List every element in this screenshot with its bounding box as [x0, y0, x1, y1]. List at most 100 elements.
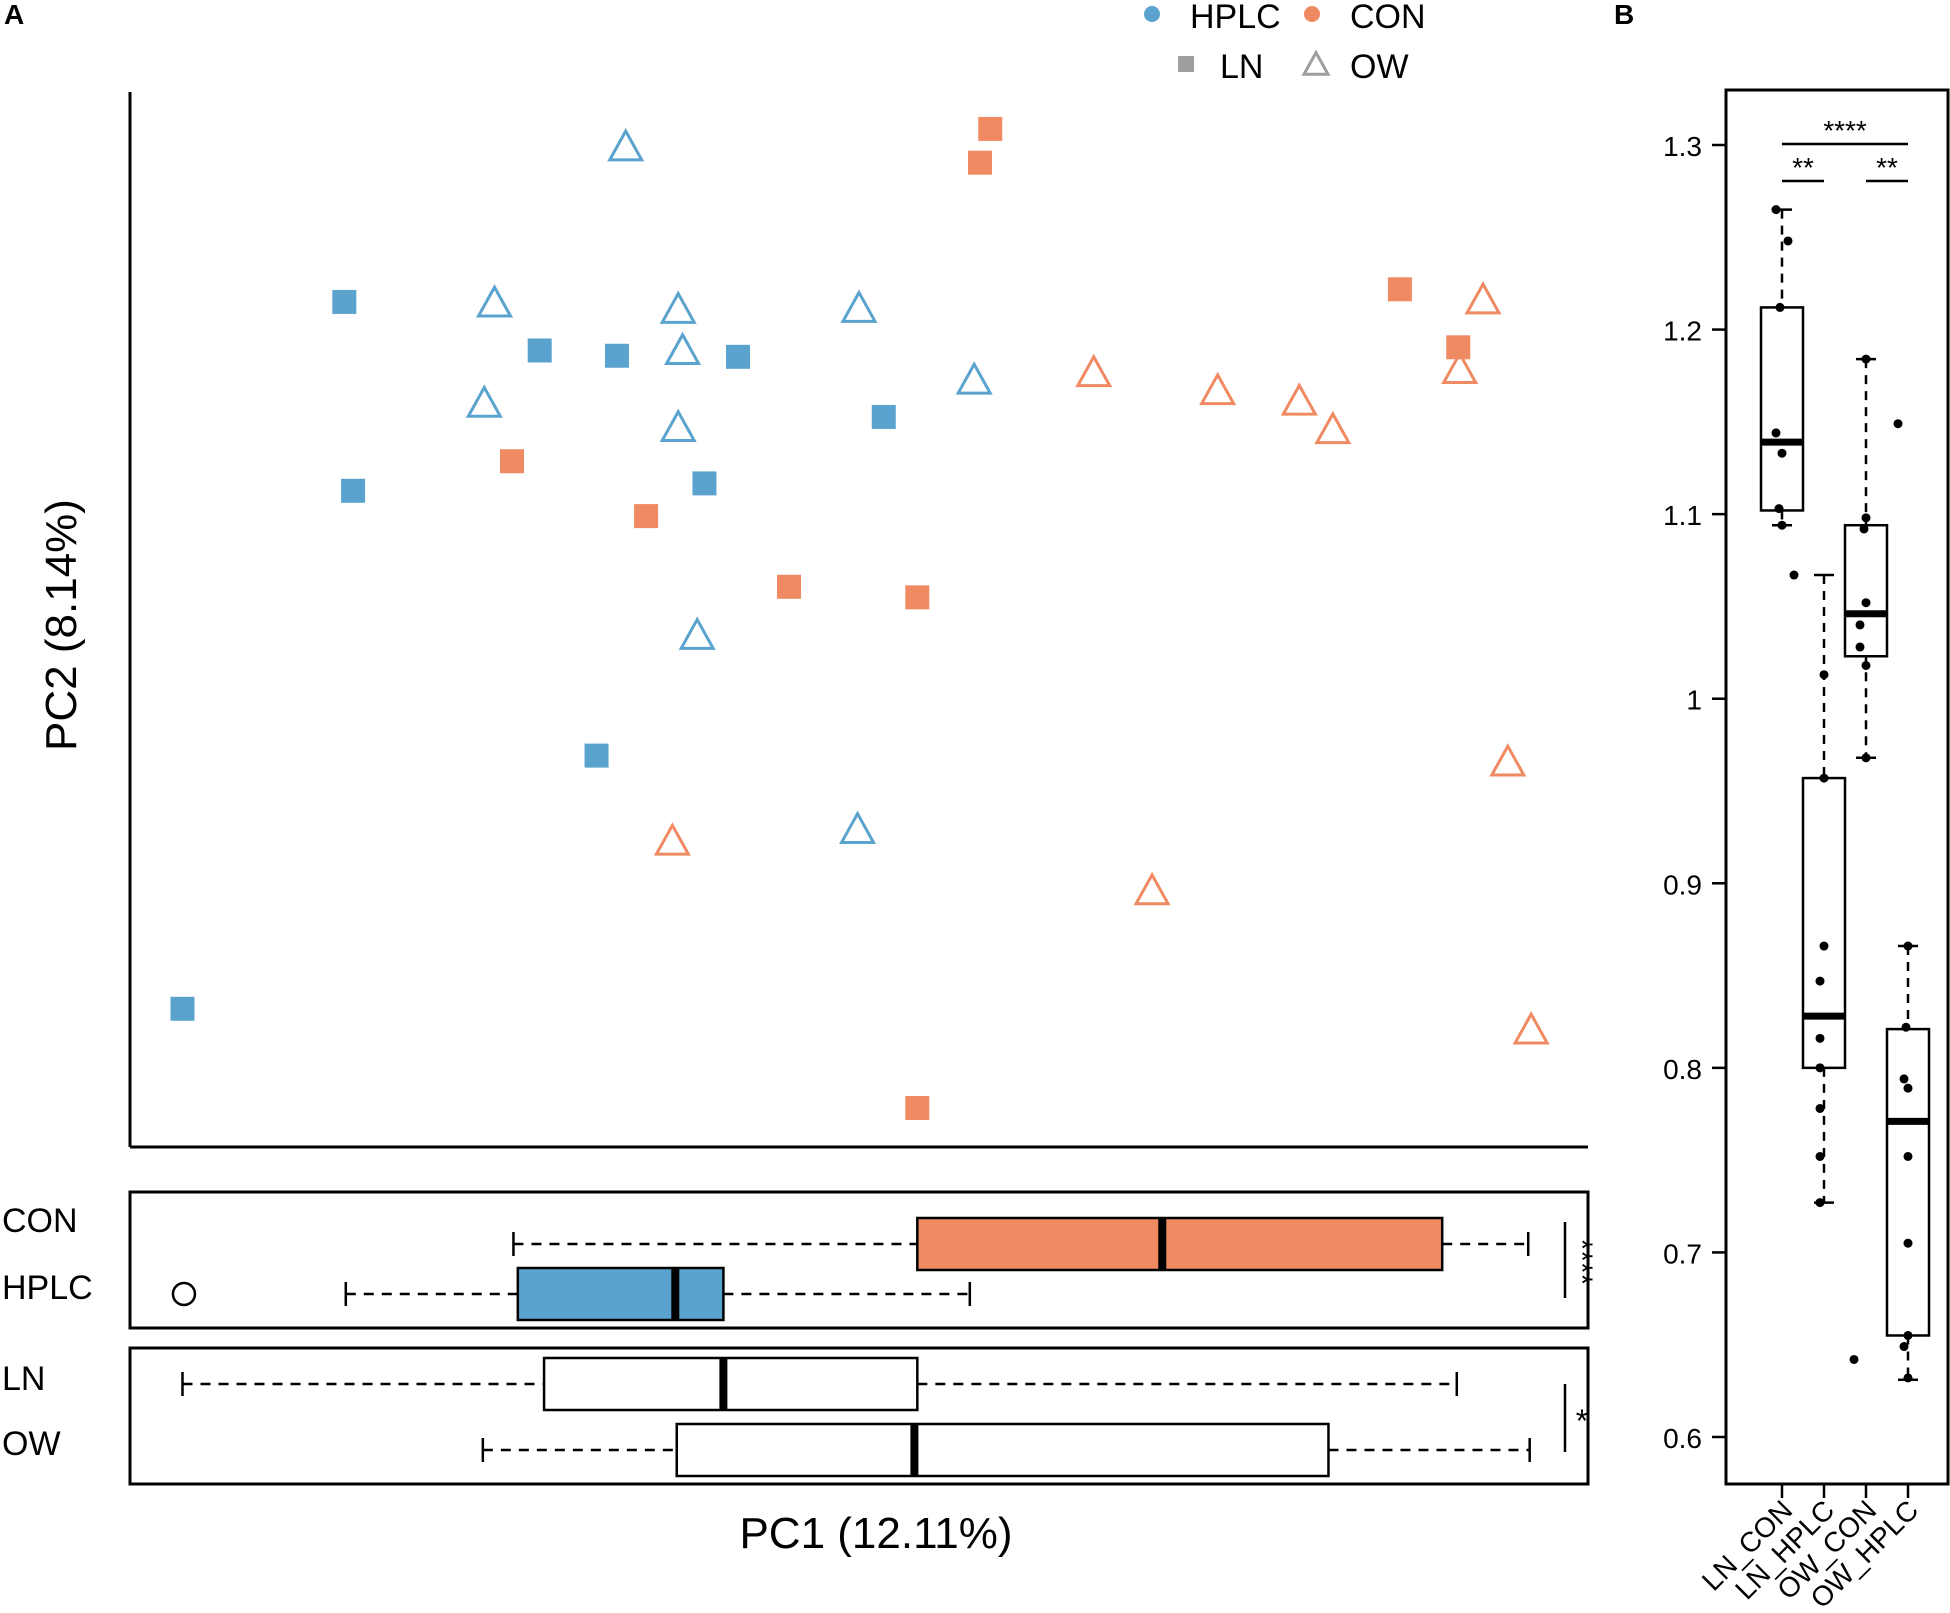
- vbox-ow-con-point-8: [1861, 753, 1871, 763]
- point-con-ow-7: [1489, 743, 1527, 777]
- vbox-ln-con-point-3: [1775, 302, 1785, 312]
- vbox-ow-con-point-2: [1861, 513, 1871, 523]
- b-ytick-label-0-7: 0.7: [1663, 1238, 1702, 1269]
- legend-ow-label: OW: [1350, 48, 1409, 86]
- point-con-ln-1: [978, 116, 1003, 141]
- vbox-ln-con-point-5: [1777, 448, 1787, 458]
- vbox-ow-con-point-7: [1861, 660, 1871, 670]
- bracket-label-ln-con-vs-ow-hplc: ****: [1823, 115, 1867, 146]
- b-ytick-label-0-9: 0.9: [1663, 869, 1702, 900]
- point-con-ow-1: [1464, 281, 1502, 315]
- vbox-ln-hplc-point-9: [1815, 1151, 1825, 1161]
- vbox-ln-con-point-4: [1771, 428, 1781, 438]
- legend-con-marker: [1304, 6, 1320, 22]
- point-con-ln-8: [905, 585, 930, 610]
- vbox-ln-hplc-body: [1801, 776, 1847, 1070]
- vbox-ln-hplc-point-3: [1819, 773, 1829, 783]
- point-con-ow-2: [1075, 353, 1113, 388]
- point-hplc-ow-7: [659, 408, 697, 443]
- point-hplc-ln-5: [584, 743, 609, 768]
- point-con-ow-3: [1199, 371, 1237, 406]
- vbox-ln-hplc-point-8: [1815, 1103, 1825, 1113]
- point-con-ln-7: [777, 574, 802, 599]
- b-ytick-label-1-3: 1.3: [1663, 131, 1702, 162]
- box-ow-body: [675, 1422, 1330, 1478]
- vbox-ln-con-body: [1759, 306, 1805, 512]
- panel-b-y-axis: 0.6 0.7 0.8 0.9 1 1.1 1.2 1.3: [1663, 131, 1726, 1454]
- point-hplc-ln-3: [527, 338, 552, 363]
- box-label-ow: OW: [2, 1425, 61, 1463]
- vbox-ln-hplc-point-6: [1815, 1033, 1825, 1043]
- legend-ln-label: LN: [1220, 48, 1263, 86]
- point-hplc-ow-5: [840, 289, 878, 323]
- legend-ow-marker: [1301, 49, 1331, 76]
- b-ytick-label-0-6: 0.6: [1663, 1423, 1702, 1454]
- box-panel-diet-frame: [128, 1190, 1590, 1330]
- point-hplc-ln-7: [725, 344, 750, 369]
- box-panel-group-frame: [128, 1346, 1590, 1486]
- point-hplc-ow-6: [465, 384, 503, 418]
- point-hplc-ln-9: [170, 996, 195, 1021]
- vertical-boxplots: [1759, 205, 1931, 1383]
- point-con-ow-5: [1314, 410, 1352, 445]
- vbox-ln-hplc-point-10: [1815, 1198, 1825, 1208]
- point-con-ow-10: [1512, 1011, 1550, 1045]
- vbox-ow-con-point-5: [1855, 620, 1865, 630]
- point-con-ln-3: [1387, 277, 1412, 302]
- bracket-label-ow-con-vs-ow-hplc: **: [1876, 152, 1898, 183]
- point-hplc-ow-10: [838, 810, 877, 844]
- vbox-ow-con-point-1: [1861, 354, 1871, 364]
- vbox-ow-hplc-point-3: [1901, 1022, 1911, 1032]
- vbox-ln-hplc-point-7: [1815, 1063, 1825, 1073]
- b-ytick-label-1: 1: [1686, 685, 1702, 716]
- scatter-points: [170, 116, 1550, 1120]
- point-hplc-ln-2: [341, 478, 366, 503]
- box-label-ln: LN: [2, 1360, 45, 1398]
- legend-con-label: CON: [1350, 0, 1426, 36]
- box-label-hplc: HPLC: [2, 1269, 93, 1307]
- vbox-ow-con-point-4: [1861, 598, 1871, 608]
- point-hplc-ow-1: [607, 128, 645, 162]
- legend-ln-marker: [1178, 56, 1194, 72]
- vbox-ow-hplc-point-7: [1903, 1238, 1913, 1248]
- vbox-ow-hplc-point-6: [1903, 1151, 1913, 1161]
- box-con-body: [916, 1216, 1444, 1272]
- legend: HPLC CON LN OW: [1144, 0, 1426, 86]
- vbox-ow-con-point-3: [1859, 524, 1869, 534]
- vbox-ow-con-point-9: [1849, 1354, 1859, 1364]
- point-con-ln-2: [968, 150, 993, 175]
- significance-brackets: ** ******: [1782, 115, 1908, 183]
- vbox-ow-con-point-6: [1855, 642, 1865, 652]
- vbox-ow-hplc-point-9: [1899, 1342, 1909, 1352]
- panel-a-label: A: [4, 0, 24, 30]
- sig-label-group: *: [1576, 1403, 1588, 1439]
- point-con-ln-6: [634, 504, 659, 529]
- panel-b-label: B: [1614, 0, 1634, 30]
- legend-hplc-label: HPLC: [1190, 0, 1281, 36]
- panel-b-frame: [1724, 88, 1950, 1486]
- vbox-ln-con-point-7: [1777, 520, 1787, 530]
- vbox-ln-hplc-point-4: [1819, 941, 1829, 951]
- point-hplc-ow-8: [955, 361, 993, 395]
- point-hplc-ln-1: [332, 289, 357, 314]
- box-label-con: CON: [2, 1202, 78, 1240]
- legend-hplc-marker: [1144, 6, 1160, 22]
- vbox-ow-hplc-point-5: [1903, 1083, 1913, 1093]
- point-hplc-ow-3: [659, 290, 697, 324]
- sig-label-diet: ****: [1565, 1239, 1598, 1286]
- point-con-ow-8: [653, 822, 691, 856]
- b-ytick-label-1-1: 1.1: [1663, 500, 1702, 531]
- box-panel-diet: [128, 1190, 1590, 1330]
- vbox-ow-hplc-point-2: [1903, 941, 1913, 951]
- vbox-ln-con-point-1: [1771, 205, 1781, 215]
- vbox-ow-hplc-body: [1885, 1027, 1931, 1337]
- vbox-ln-hplc-point-5: [1815, 976, 1825, 986]
- point-hplc-ln-6: [692, 471, 717, 496]
- point-hplc-ow-9: [678, 616, 716, 650]
- box-hplc-outlier-1: [171, 1281, 197, 1307]
- vbox-ln-hplc-point-1: [1789, 570, 1799, 580]
